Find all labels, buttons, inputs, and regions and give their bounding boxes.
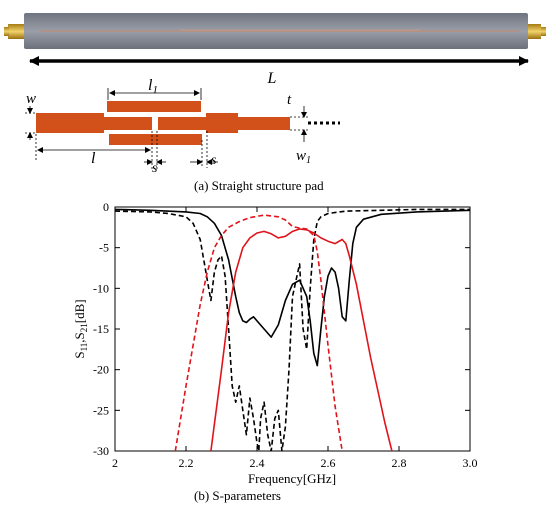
series-line-red-dashed [174,214,343,451]
y-tick-label: -25 [93,403,109,417]
right-connector-tip [541,27,546,36]
dimension-lines [25,88,310,170]
coupled-line-top [107,101,201,112]
x-axis-label: Frequency[GHz] [248,471,336,486]
y-tick-label: -15 [93,322,109,336]
y-tick-label: 0 [103,200,109,214]
left-connector [8,24,24,39]
board-photo [4,13,546,49]
label-t: t [287,92,292,108]
x-tick-label: 2.8 [392,456,407,470]
label-w: w [26,91,36,107]
y-tick-label: -5 [99,241,109,255]
y-tick-label: -20 [93,363,109,377]
series-line-black-solid [115,208,470,367]
coupled-line-bottom [109,134,202,145]
y-axis-label: S11,S21[dB] [72,299,89,358]
series-layer [115,208,470,451]
output-line [238,117,290,130]
output-step [206,113,238,133]
caption-a: (a) Straight structure pad [194,178,324,193]
x-tick-label: 2 [112,456,118,470]
label-w1: w1 [296,148,311,166]
sparam-chart: 2 2.2 2.4 2.6 2.8 3.0 0 -5 -10 -15 -20 -25 -30 Frequ… [72,200,478,486]
plot-frame [114,206,471,452]
y-tick-label: -30 [93,444,109,458]
pad-schematic: w l1 t w1 l s s [25,77,340,176]
series-line-red-solid [210,228,393,451]
label-l1: l1 [148,77,158,96]
x-tick-label: 2.2 [179,456,194,470]
x-tick-label: 2.4 [250,456,265,470]
y-tick-label: -10 [93,281,109,295]
ticks-layer: 2 2.2 2.4 2.6 2.8 3.0 0 -5 -10 -15 -20 -25 -30 [93,200,478,470]
coupled-line-mid [158,117,206,130]
label-l: l [91,150,96,167]
left-connector-tip [4,27,9,36]
right-connector [528,24,541,39]
label-s-a: s [152,161,158,176]
label-s-b: s [211,153,217,168]
x-tick-label: 3.0 [463,456,478,470]
x-tick-label: 2.6 [321,456,336,470]
caption-b: (b) S-parameters [194,488,281,503]
input-feed [36,113,104,133]
series-line-black-dashed [115,208,470,451]
input-step [104,117,152,130]
photo-label-L: L [267,70,277,87]
